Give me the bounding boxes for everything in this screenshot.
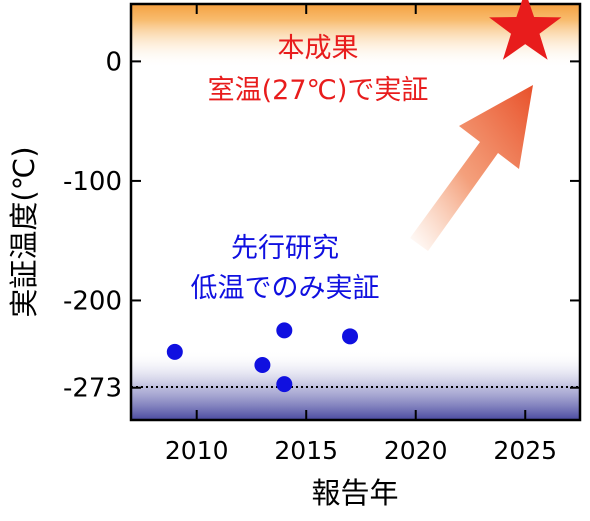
y-tick-label: -100 (63, 167, 122, 197)
y-tick-label: 0 (105, 47, 122, 77)
data-point (276, 322, 293, 339)
data-point (166, 343, 183, 360)
y-tick-label: -273 (63, 374, 122, 404)
annotation-prior-title: 先行研究 (231, 233, 339, 264)
annotation-prior-body: 低温でのみ実証 (191, 273, 380, 304)
x-tick-label: 2020 (384, 436, 448, 465)
axis-tick-labels: 2010 2015 2020 2025 0 -100 -200 -273 (63, 47, 557, 465)
y-tick-label: -200 (63, 286, 122, 316)
data-point (276, 376, 293, 393)
annotation-this-result-title: 本成果 (278, 33, 359, 64)
annotation-this-result-body: 室温(27℃)で実証 (208, 75, 429, 106)
y-axis-label: 実証温度(℃) (7, 146, 41, 317)
bottom-band (131, 350, 580, 420)
x-axis-label: 報告年 (311, 476, 398, 510)
x-tick-label: 2010 (165, 436, 229, 465)
star-marker (489, 0, 562, 60)
data-points (166, 0, 562, 393)
data-point (342, 328, 359, 345)
x-tick-label: 2015 (274, 436, 338, 465)
data-point (254, 357, 271, 374)
plot-frame (129, 2, 582, 422)
x-tick-label: 2025 (493, 436, 557, 465)
arrow (410, 85, 533, 251)
axis-ticks (131, 4, 580, 420)
